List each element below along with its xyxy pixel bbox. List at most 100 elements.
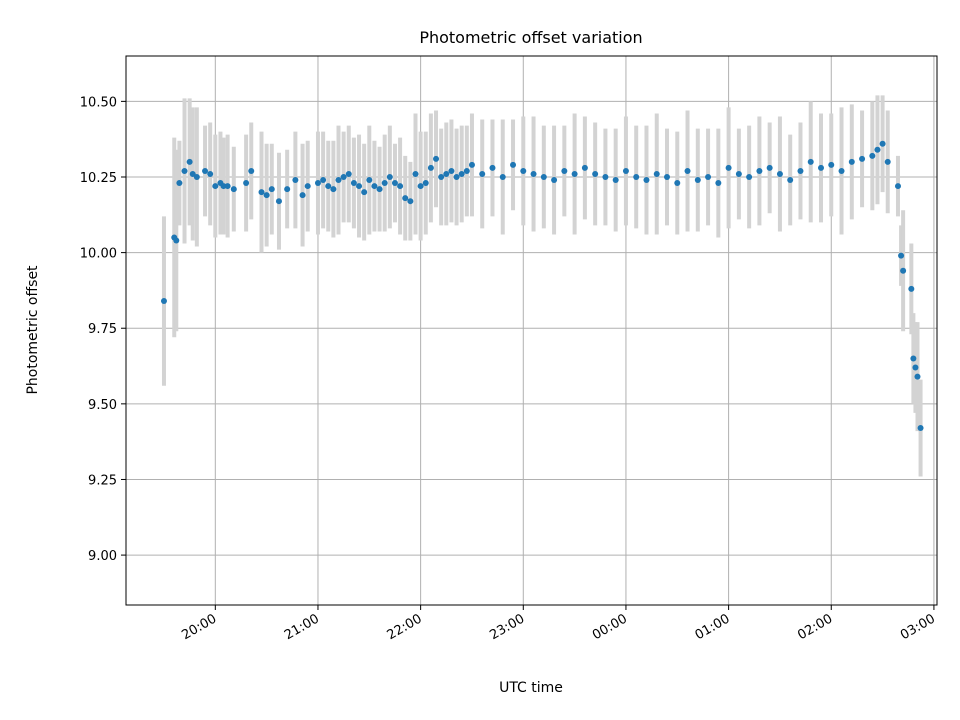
data-point [581,164,588,171]
data-point [817,164,824,171]
y-tick-label: 9.25 [88,473,117,488]
data-point [263,192,270,199]
data-point [186,158,193,165]
data-point [433,155,440,162]
data-point [391,180,398,187]
y-tick-label: 10.50 [80,95,117,110]
data-point [284,186,291,193]
y-tick-label: 10.25 [80,171,117,186]
data-point [917,425,924,432]
data-point [612,177,619,184]
data-point [848,158,855,165]
data-point [458,170,465,177]
data-point [884,158,891,165]
data-point [193,173,200,180]
data-point [448,167,455,174]
data-point [879,140,886,147]
data-point [427,164,434,171]
data-point [571,170,578,177]
data-point [356,183,363,190]
data-point [561,167,568,174]
data-point [705,173,712,180]
data-point [653,170,660,177]
data-point [422,180,429,187]
data-point [746,173,753,180]
data-point [622,167,629,174]
y-tick-label: 9.75 [88,322,117,337]
data-point [412,170,419,177]
data-point [402,195,409,202]
data-point [381,180,388,187]
data-point [592,170,599,177]
data-point [160,298,167,305]
data-point [807,158,814,165]
data-point [397,183,404,190]
data-point [694,177,701,184]
data-point [776,170,783,177]
data-point [202,167,209,174]
data-point [530,170,537,177]
data-point [417,183,424,190]
data-point [299,192,306,199]
data-point [243,180,250,187]
data-point [230,186,237,193]
data-point [453,173,460,180]
data-point [898,252,905,259]
data-point [330,186,337,193]
data-point [908,285,915,292]
data-point [258,189,265,196]
data-point [900,267,907,274]
data-point [664,173,671,180]
data-point [540,173,547,180]
data-point [325,183,332,190]
data-point [468,161,475,168]
data-point [859,155,866,162]
data-point [766,164,773,171]
data-point [874,146,881,153]
data-point [674,180,681,187]
data-point [869,152,876,159]
data-point [345,170,352,177]
data-point [220,183,227,190]
data-point [181,167,188,174]
data-point [371,183,378,190]
data-point [479,170,486,177]
y-tick-label: 10.00 [80,247,117,262]
data-point [797,167,804,174]
data-point [510,161,517,168]
data-point [684,167,691,174]
data-point [756,167,763,174]
data-point [361,189,368,196]
y-axis-label: Photometric offset [25,265,41,395]
data-point [314,180,321,187]
data-point [894,183,901,190]
data-point [176,180,183,187]
data-point [212,183,219,190]
data-point [376,186,383,193]
data-point [173,237,180,244]
chart-title: Photometric offset variation [419,28,642,47]
data-point [914,373,921,380]
y-tick-label: 9.00 [88,549,117,564]
data-point [350,180,357,187]
data-point [320,177,327,184]
data-point [602,173,609,180]
data-point [725,164,732,171]
data-point [304,183,311,190]
y-axis-ticks: 9.00 9.25 9.50 9.75 10.00 10.25 10.50 [80,95,126,564]
data-point [551,177,558,184]
data-point [633,173,640,180]
data-point [912,364,919,371]
data-point [189,170,196,177]
data-point [292,177,299,184]
data-points [160,140,924,432]
data-point [248,167,255,174]
data-point [268,186,275,193]
data-point [275,198,282,205]
data-point [386,173,393,180]
data-point [463,167,470,174]
data-point [787,177,794,184]
data-point [910,355,917,362]
